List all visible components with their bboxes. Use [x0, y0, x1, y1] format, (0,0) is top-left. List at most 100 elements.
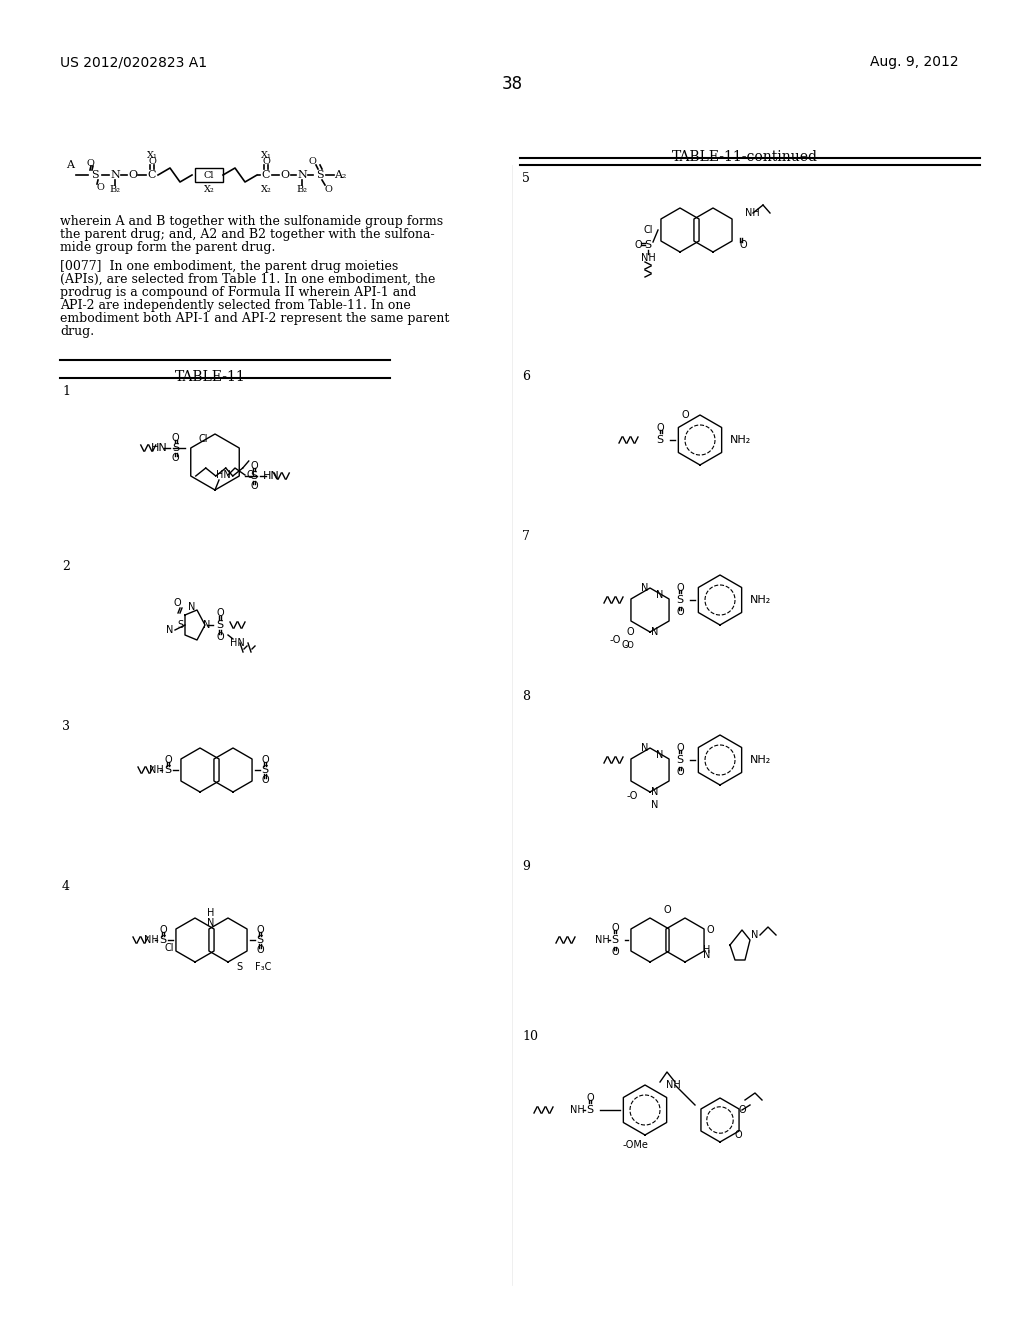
Text: O: O [308, 157, 316, 166]
Text: Aug. 9, 2012: Aug. 9, 2012 [870, 55, 958, 69]
Text: O: O [324, 186, 332, 194]
Text: B₂: B₂ [110, 186, 121, 194]
Text: mide group form the parent drug.: mide group form the parent drug. [60, 242, 275, 253]
Text: C: C [147, 170, 157, 180]
Text: N: N [651, 787, 658, 797]
Text: HN: HN [229, 638, 245, 648]
Text: Cl: Cl [199, 434, 208, 444]
Text: N: N [641, 743, 648, 752]
Text: N: N [656, 750, 664, 760]
Text: O: O [128, 170, 137, 180]
Text: NH: NH [641, 253, 655, 263]
Text: O: O [261, 775, 269, 785]
Text: O: O [172, 433, 179, 444]
Text: O: O [281, 170, 290, 180]
Text: O: O [86, 158, 94, 168]
Text: S: S [256, 935, 263, 945]
Text: TABLE-11-continued: TABLE-11-continued [672, 150, 818, 164]
Text: O: O [738, 1105, 745, 1115]
Text: N: N [641, 583, 648, 593]
Text: F₃C: F₃C [255, 962, 271, 972]
Text: [0077]  In one embodiment, the parent drug moieties: [0077] In one embodiment, the parent dru… [60, 260, 398, 273]
Text: NH₂: NH₂ [730, 436, 752, 445]
Text: N: N [656, 590, 664, 601]
Text: NH₂: NH₂ [750, 755, 771, 766]
Text: O: O [611, 946, 618, 957]
Text: O: O [96, 182, 104, 191]
Text: S: S [251, 471, 258, 480]
Text: HN: HN [216, 470, 230, 480]
Text: O: O [164, 755, 172, 766]
Text: A₂: A₂ [334, 170, 346, 180]
Text: NH: NH [666, 1080, 680, 1090]
Text: S: S [165, 766, 172, 775]
Text: -O: -O [627, 791, 638, 801]
Text: C: C [262, 170, 270, 180]
Text: N: N [204, 620, 211, 630]
Text: O: O [627, 627, 634, 638]
Text: S: S [656, 436, 664, 445]
Text: S: S [177, 620, 183, 630]
Text: O: O [216, 632, 224, 642]
Text: NH: NH [569, 1105, 585, 1115]
Text: N: N [752, 931, 759, 940]
Text: O: O [172, 453, 179, 463]
Text: O: O [148, 157, 156, 166]
Text: 3: 3 [62, 719, 70, 733]
Text: S: S [91, 170, 98, 180]
Text: S: S [216, 620, 223, 630]
Text: NH₂: NH₂ [750, 595, 771, 605]
Text: B₂: B₂ [297, 186, 307, 194]
Text: 4: 4 [62, 880, 70, 894]
Text: S: S [644, 240, 651, 249]
Text: O: O [676, 583, 684, 593]
Text: O: O [256, 945, 264, 954]
Text: -O: -O [625, 640, 635, 649]
Text: O: O [216, 609, 224, 618]
Bar [195, 168, 223, 182]
Text: N: N [297, 170, 307, 180]
Text: O: O [256, 925, 264, 935]
Text: Cl: Cl [643, 224, 653, 235]
Text: HN: HN [263, 471, 280, 480]
Text: 10: 10 [522, 1030, 538, 1043]
Text: N: N [207, 917, 214, 928]
Text: O: O [159, 925, 167, 935]
Text: S: S [316, 170, 324, 180]
Text: O: O [261, 755, 269, 766]
Text: O: O [586, 1093, 594, 1104]
Text: H: H [703, 945, 711, 954]
Text: 38: 38 [502, 75, 522, 92]
Text: N: N [111, 170, 120, 180]
Text: 9: 9 [522, 861, 529, 873]
Text: O: O [246, 470, 254, 480]
Text: NH: NH [745, 209, 760, 218]
Text: O: O [262, 157, 270, 166]
Text: X₁: X₁ [260, 150, 271, 160]
Text: S: S [261, 766, 268, 775]
Text: TABLE-11: TABLE-11 [175, 370, 246, 384]
Text: N: N [703, 950, 711, 960]
Text: X₁: X₁ [146, 150, 158, 160]
Text: embodiment both API-1 and API-2 represent the same parent: embodiment both API-1 and API-2 represen… [60, 312, 450, 325]
Text: O: O [676, 743, 684, 752]
Text: S: S [160, 935, 167, 945]
Text: O: O [634, 240, 642, 249]
Text: S: S [611, 935, 618, 945]
Text: S: S [172, 444, 179, 453]
Text: Cl: Cl [204, 170, 214, 180]
Text: 7: 7 [522, 531, 529, 543]
Text: N: N [651, 800, 658, 810]
Text: O: O [739, 240, 746, 249]
Text: O: O [676, 767, 684, 777]
Text: N: N [188, 602, 196, 612]
Text: NH: NH [148, 766, 164, 775]
Text: X₂: X₂ [204, 186, 214, 194]
Text: O: O [664, 906, 671, 915]
Text: S: S [587, 1105, 594, 1115]
Text: O: O [173, 598, 181, 609]
Text: 6: 6 [522, 370, 530, 383]
Text: O: O [251, 461, 258, 471]
Text: S: S [677, 755, 684, 766]
Text: N: N [651, 627, 658, 638]
